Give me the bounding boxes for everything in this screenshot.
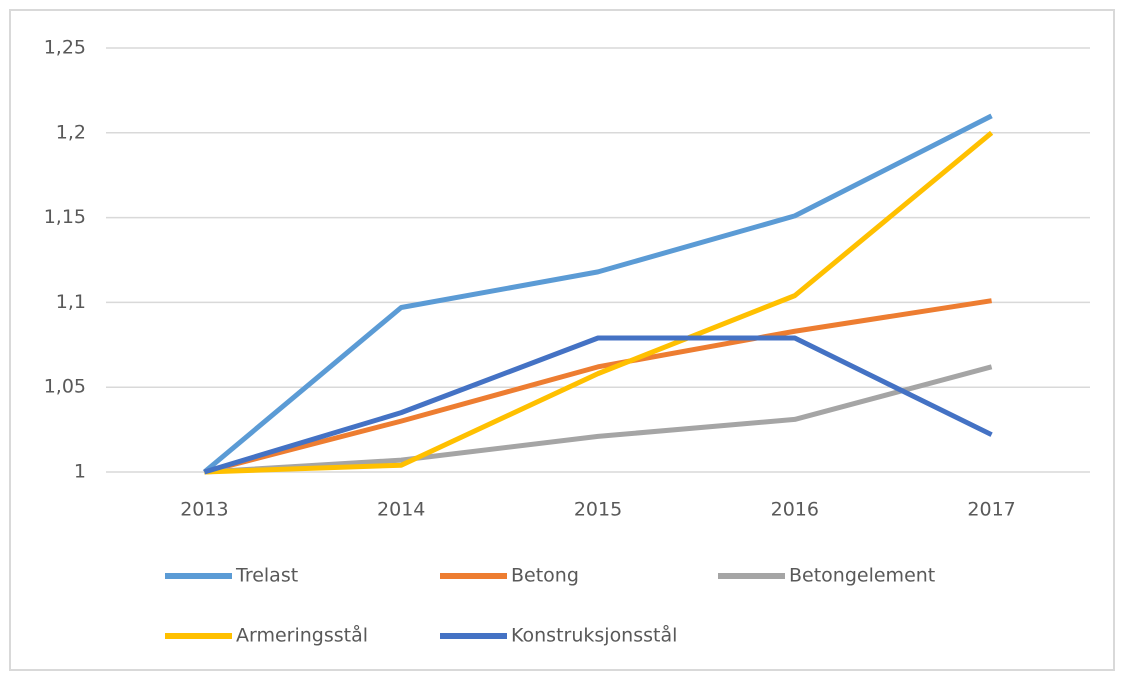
series-line: [203, 298, 992, 475]
y-tick-label: 1,05: [44, 376, 86, 398]
x-tick-label: 2017: [967, 499, 1015, 521]
x-tick-label: 2013: [180, 499, 228, 521]
x-tick-label: 2016: [771, 499, 819, 521]
legend-label: Betongelement: [789, 565, 935, 587]
series-line: [204, 364, 993, 475]
x-tick-label: 2014: [377, 499, 425, 521]
series-line: [203, 335, 993, 475]
legend-label: Konstruksjonsstål: [511, 624, 677, 647]
x-tick-label: 2015: [574, 499, 622, 521]
series-line: [204, 130, 994, 475]
legend-label: Trelast: [235, 565, 298, 587]
chart-frame: [9, 9, 1115, 671]
series-line: [202, 113, 993, 474]
y-tick-label: 1,1: [56, 291, 86, 313]
legend-label: Armeringsstål: [236, 624, 368, 647]
legend-label: Betong: [511, 565, 579, 587]
y-tick-label: 1,2: [56, 121, 86, 143]
y-tick-label: 1: [74, 461, 86, 483]
y-tick-label: 1,15: [44, 206, 86, 228]
y-tick-label: 1,25: [44, 37, 86, 59]
